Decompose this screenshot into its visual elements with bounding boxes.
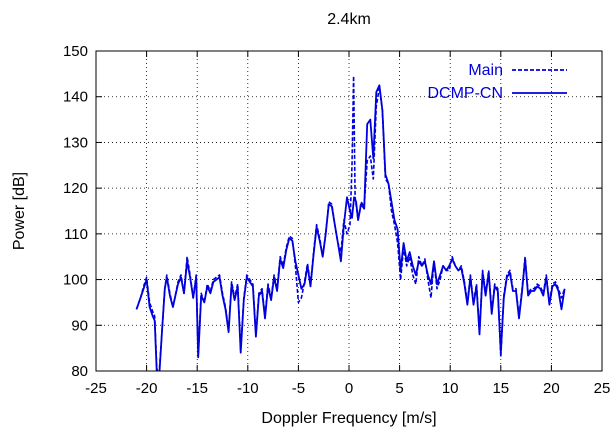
x-tick-label: -5 — [292, 380, 305, 397]
x-tick-label: 5 — [395, 380, 403, 397]
x-tick-label: -15 — [186, 380, 208, 397]
y-tick-label: 90 — [71, 317, 88, 334]
x-tick-label: -25 — [85, 380, 107, 397]
axis-ticks: -25 -20 -15 -10 -5 0 5 10 15 20 25 80 90 100 110 120 130… — [63, 43, 610, 397]
plot-frame — [95, 50, 603, 372]
series-lines — [135, 75, 566, 371]
y-tick-label: 100 — [63, 272, 88, 289]
grid — [96, 51, 602, 371]
x-tick-label: -10 — [237, 380, 259, 397]
y-tick-label: 130 — [63, 134, 88, 151]
series-line-dcmp-cn — [135, 84, 566, 371]
series-line-main — [135, 75, 566, 371]
y-axis-label: Power [dB] — [11, 172, 28, 250]
legend: Main DCMP-CN — [427, 62, 567, 102]
chart-title: 2.4km — [327, 11, 371, 28]
x-tick-label: -20 — [136, 380, 158, 397]
legend-label: DCMP-CN — [427, 85, 503, 102]
y-tick-label: 110 — [64, 226, 88, 243]
y-tick-label: 140 — [63, 89, 88, 106]
x-tick-label: 0 — [345, 380, 353, 397]
x-tick-label: 15 — [492, 380, 509, 397]
legend-label: Main — [468, 62, 503, 79]
y-tick-label: 120 — [63, 180, 88, 197]
x-tick-label: 25 — [594, 380, 611, 397]
y-tick-label: 150 — [63, 43, 88, 60]
y-tick-label: 80 — [71, 363, 88, 380]
x-tick-label: 10 — [442, 380, 459, 397]
x-axis-label: Doppler Frequency [m/s] — [261, 410, 436, 427]
x-tick-label: 20 — [543, 380, 560, 397]
